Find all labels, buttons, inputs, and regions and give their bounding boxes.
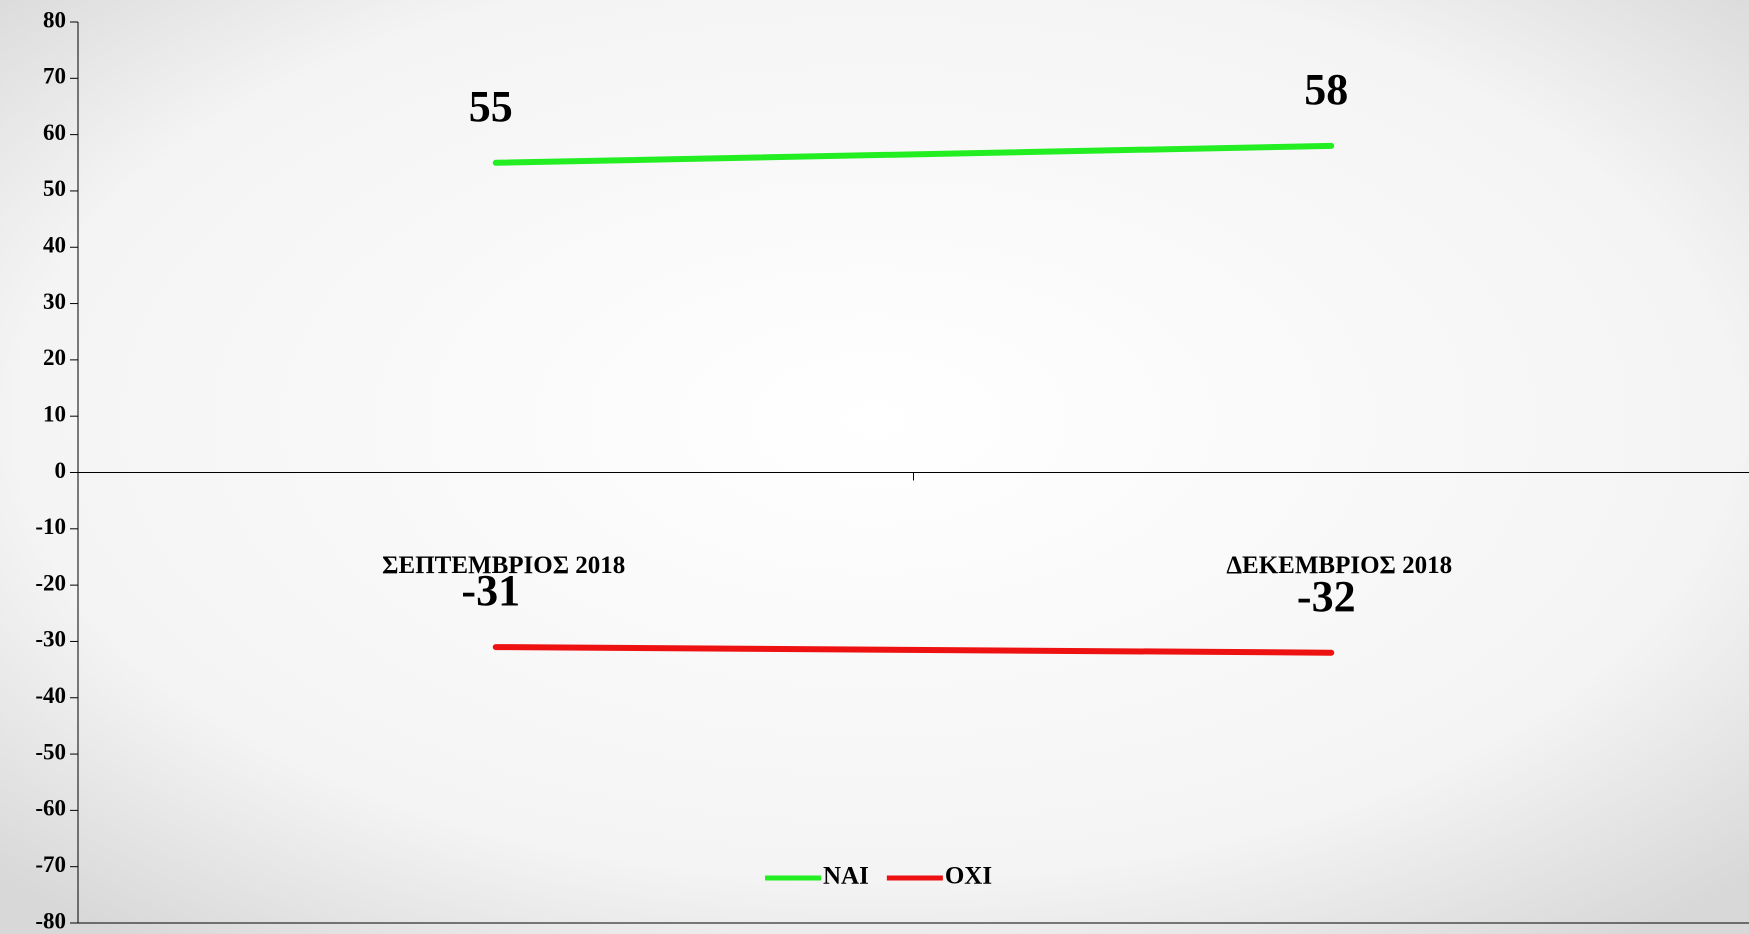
y-tick-label: -50 xyxy=(35,739,66,764)
y-tick-label: 70 xyxy=(43,64,66,89)
y-tick-label: -80 xyxy=(35,908,66,933)
y-tick-label: 40 xyxy=(43,233,66,258)
x-tick-label: ΔΕΚΕΜΒΡΙΟΣ 2018 xyxy=(1226,552,1452,579)
y-tick-label: -30 xyxy=(35,627,66,652)
data-label: -32 xyxy=(1297,572,1356,621)
legend-label: ΝΑΙ xyxy=(823,863,869,890)
y-tick-label: 0 xyxy=(55,458,67,483)
y-tick-label: -10 xyxy=(35,514,66,539)
y-tick-label: 80 xyxy=(43,7,66,32)
line-series xyxy=(492,142,1335,166)
y-tick-label: 10 xyxy=(43,401,66,426)
y-tick-label: 20 xyxy=(43,345,66,370)
y-tick-label: -40 xyxy=(35,683,66,708)
y-tick-label: -60 xyxy=(35,796,66,821)
y-tick-label: 50 xyxy=(43,176,66,201)
x-tick-label: ΣΕΠΤΕΜΒΡΙΟΣ 2018 xyxy=(382,552,625,579)
y-tick-label: 30 xyxy=(43,289,66,314)
y-tick-label: -70 xyxy=(35,852,66,877)
data-label: -31 xyxy=(461,566,520,615)
data-label: 55 xyxy=(469,82,513,131)
line-series xyxy=(492,644,1335,656)
y-tick-label: 60 xyxy=(43,120,66,145)
y-tick-label: -20 xyxy=(35,570,66,595)
data-label: 58 xyxy=(1304,65,1348,114)
legend-label: ΟΧΙ xyxy=(945,863,992,890)
